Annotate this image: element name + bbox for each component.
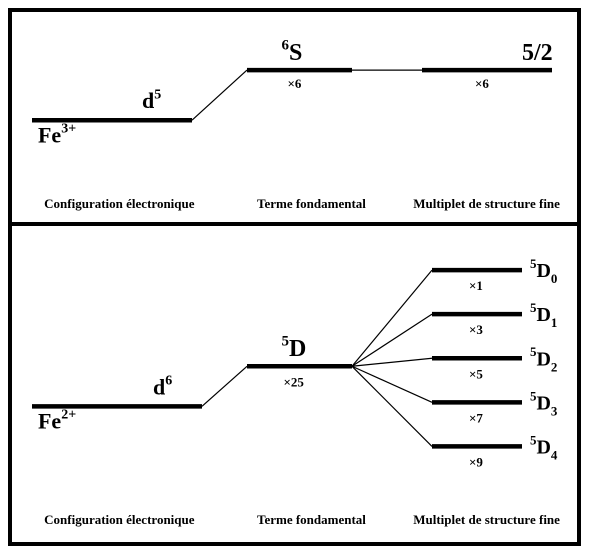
column-headers-top: Configuration électronique Terme fondame… bbox=[12, 196, 577, 212]
term-degeneracy: ×6 bbox=[288, 76, 302, 91]
column-headers-bottom: Configuration électronique Terme fondame… bbox=[12, 512, 577, 528]
panel-fe3: Fe3+ d5 6S ×6 ×6 5/2 Configuration électroniq… bbox=[12, 12, 577, 226]
multiplet-degeneracy: ×1 bbox=[469, 279, 483, 294]
multiplet-degeneracy: ×6 bbox=[475, 76, 489, 91]
diagram-outer: Fe3+ d5 6S ×6 ×6 5/2 Configuration électroniq… bbox=[0, 0, 589, 554]
ion-label: Fe3+ bbox=[38, 121, 76, 147]
multiplet-degeneracy: ×9 bbox=[469, 455, 483, 470]
multiplet-degeneracy: ×3 bbox=[469, 323, 483, 338]
multiplet-level-label: 5D3 bbox=[530, 389, 558, 419]
multiplet-degeneracy: ×7 bbox=[469, 411, 483, 426]
term-label: 6S bbox=[282, 37, 303, 66]
energy-diagram-fe2: 5D0 ×1 5D1 ×3 5D2 ×5 5D3 ×7 5D4 ×9 Fe2+ d6 5D ×25 bbox=[12, 226, 577, 542]
col-multiplet-label: Multiplet de structure fine bbox=[396, 512, 577, 528]
col-config-label: Configuration électronique bbox=[12, 512, 227, 528]
term-label: 5D bbox=[282, 334, 307, 363]
config-label: d5 bbox=[142, 87, 161, 113]
multiplet-level-label: 5D0 bbox=[530, 256, 557, 286]
multiplet-label: 5/2 bbox=[522, 40, 553, 66]
multiplet-degeneracy: ×5 bbox=[469, 367, 483, 382]
col-term-label: Terme fondamental bbox=[227, 512, 397, 528]
panel-fe2: 5D0 ×1 5D1 ×3 5D2 ×5 5D3 ×7 5D4 ×9 Fe2+ d6 5D ×25 Con… bbox=[12, 226, 577, 542]
ion-label: Fe2+ bbox=[38, 408, 76, 434]
term-degeneracy: ×25 bbox=[284, 375, 305, 390]
col-config-label: Configuration électronique bbox=[12, 196, 227, 212]
col-term-label: Terme fondamental bbox=[227, 196, 397, 212]
col-multiplet-label: Multiplet de structure fine bbox=[396, 196, 577, 212]
diagram-frame: Fe3+ d5 6S ×6 ×6 5/2 Configuration électroniq… bbox=[8, 8, 581, 546]
multiplet-level-label: 5D2 bbox=[530, 345, 557, 375]
multiplet-level-label: 5D4 bbox=[530, 433, 558, 463]
config-label: d6 bbox=[153, 374, 172, 400]
energy-diagram-fe3: Fe3+ d5 6S ×6 ×6 5/2 bbox=[12, 12, 577, 222]
multiplet-level-label: 5D1 bbox=[530, 301, 557, 331]
